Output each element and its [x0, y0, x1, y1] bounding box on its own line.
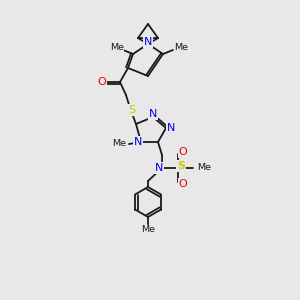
Text: N: N — [144, 37, 152, 47]
Text: Me: Me — [141, 226, 155, 235]
Text: O: O — [178, 147, 188, 157]
Text: Me: Me — [112, 140, 126, 148]
Text: S: S — [177, 161, 185, 171]
Text: S: S — [128, 105, 136, 115]
Text: N: N — [134, 137, 142, 147]
Text: Me: Me — [197, 164, 211, 172]
Text: O: O — [178, 179, 188, 189]
Text: Me: Me — [110, 44, 124, 52]
Text: O: O — [98, 77, 106, 87]
Text: Me: Me — [174, 44, 188, 52]
Text: N: N — [149, 109, 157, 119]
Text: N: N — [155, 163, 163, 173]
Text: N: N — [167, 123, 175, 133]
